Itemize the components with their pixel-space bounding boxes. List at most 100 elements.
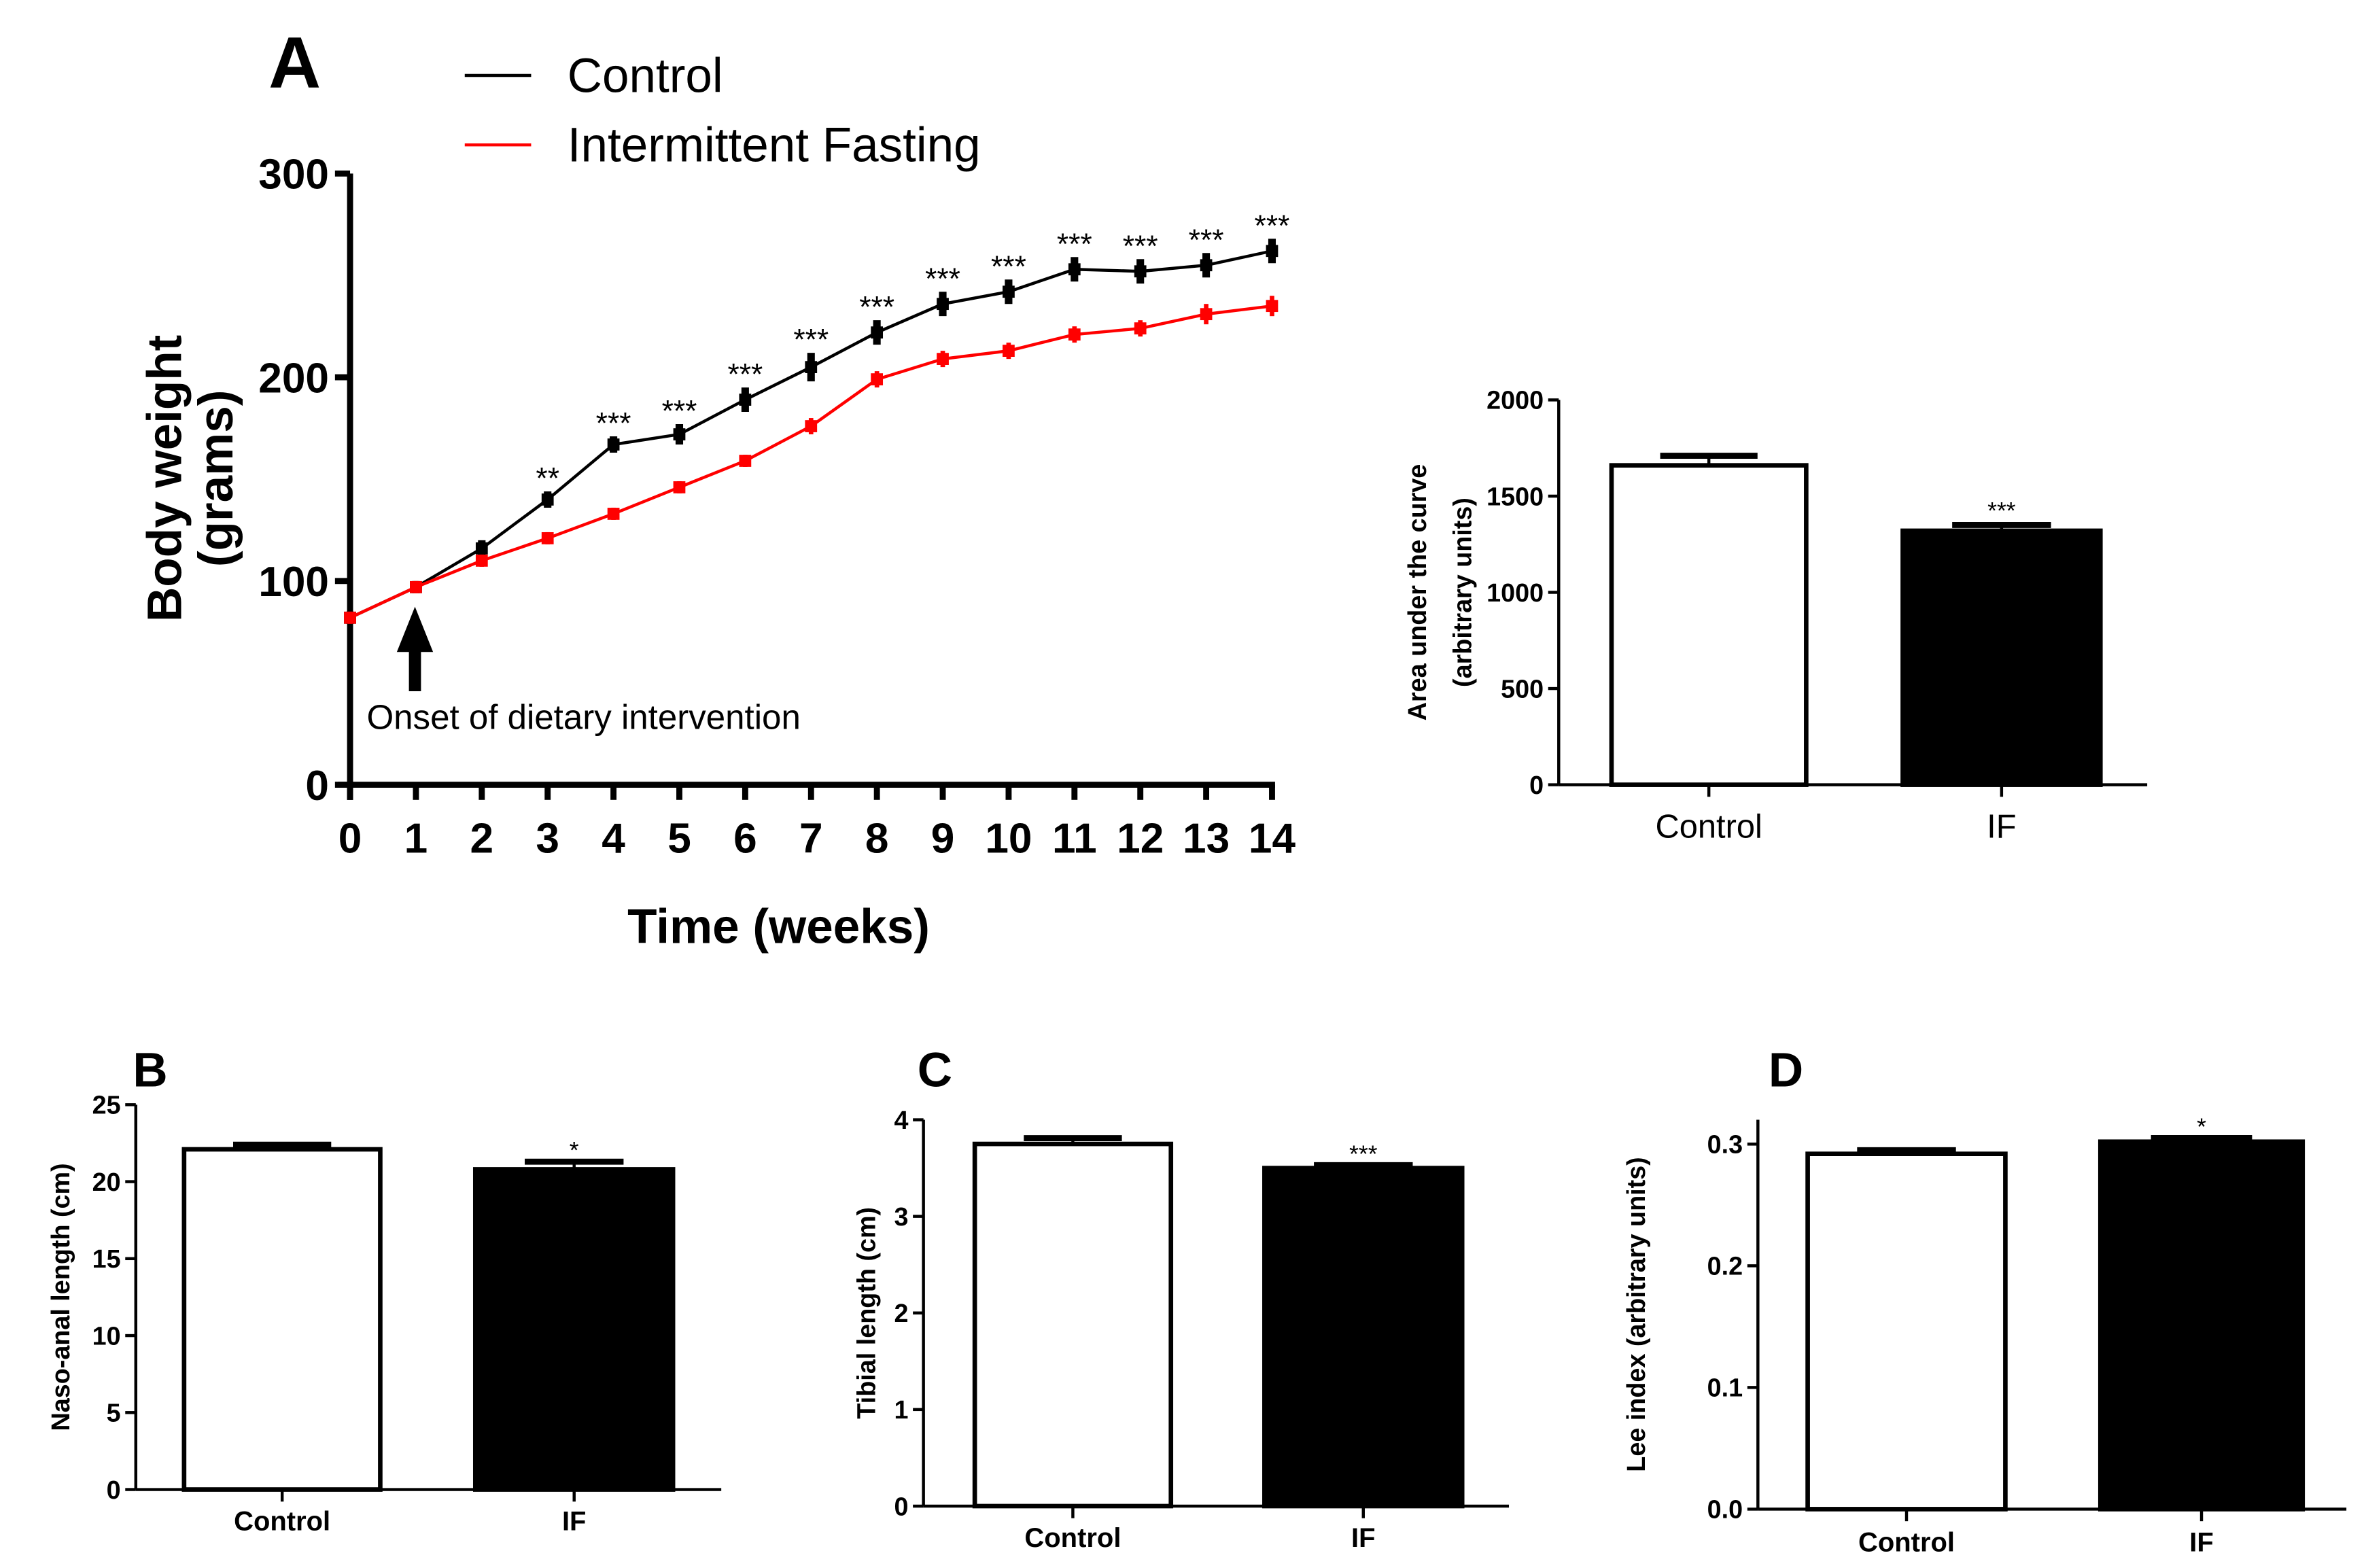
y-tick-label: 20: [92, 1168, 121, 1196]
x-tick-label: Control: [1858, 1528, 1955, 1558]
legend-label: Intermittent Fasting: [568, 119, 981, 173]
x-axis-title: Time (weeks): [627, 901, 930, 954]
data-point: [541, 493, 554, 506]
data-point: [805, 420, 818, 432]
panel-label-a: A: [268, 22, 321, 103]
data-point: [1134, 265, 1147, 278]
data-point: [607, 438, 620, 451]
x-tick-label: Control: [234, 1506, 330, 1536]
bar-if: [2098, 1139, 2306, 1512]
x-tick-label: 1: [404, 816, 428, 863]
data-point: [1266, 245, 1278, 258]
data-point: [541, 532, 554, 544]
y-tick-label: 1500: [1486, 482, 1544, 510]
data-point: [673, 481, 686, 493]
data-point: [739, 394, 752, 406]
y-tick-label: 300: [258, 152, 329, 198]
x-tick-label: IF: [562, 1506, 587, 1536]
data-point: [1266, 300, 1278, 313]
y-tick-label: 0: [894, 1492, 908, 1520]
significance-marker: *: [2197, 1113, 2206, 1140]
x-tick-label: 7: [799, 816, 823, 863]
significance-marker: ***: [991, 250, 1026, 283]
bar-control: [972, 1141, 1174, 1509]
y-axis-title-units: (grams): [190, 390, 243, 568]
data-point: [1134, 322, 1147, 335]
data-point: [1003, 345, 1015, 358]
y-tick-label: 5: [107, 1399, 121, 1427]
x-tick-label: Control: [1024, 1523, 1121, 1553]
y-tick-label: 4: [894, 1106, 908, 1134]
x-tick-label: IF: [2189, 1528, 2214, 1558]
y-tick-label: 2000: [1486, 386, 1544, 415]
y-tick-label: 2: [894, 1299, 908, 1327]
significance-marker: ***: [1349, 1140, 1378, 1168]
data-point: [475, 554, 488, 567]
y-tick-label: 15: [92, 1244, 121, 1273]
y-tick-label: 25: [92, 1091, 121, 1119]
y-axis-title: (arbitrary units): [1448, 498, 1477, 687]
significance-marker: ***: [1255, 209, 1290, 243]
significance-marker: ***: [596, 407, 631, 440]
bar-control: [181, 1147, 383, 1492]
data-point: [1200, 308, 1213, 321]
x-tick-label: 9: [931, 816, 955, 863]
data-point: [410, 580, 422, 593]
data-point: [805, 361, 818, 373]
x-tick-label: Control: [1655, 808, 1762, 845]
significance-marker: ***: [1057, 228, 1092, 261]
x-tick-label: 14: [1249, 816, 1296, 863]
panel-label-b: B: [133, 1044, 167, 1098]
data-point: [673, 428, 686, 440]
data-point: [1200, 259, 1213, 272]
annotation-text: Onset of dietary intervention: [366, 697, 800, 736]
bar-control: [1805, 1151, 2008, 1512]
y-tick-label: 200: [258, 355, 329, 402]
x-tick-label: 6: [733, 816, 757, 863]
y-tick-label: 0: [107, 1476, 121, 1504]
significance-marker: ***: [793, 324, 829, 357]
y-tick-label: 500: [1501, 674, 1544, 703]
significance-marker: ***: [1123, 230, 1158, 263]
y-axis-title: Tibial length (cm): [852, 1207, 881, 1419]
y-tick-label: 1000: [1486, 578, 1544, 607]
x-tick-label: 5: [667, 816, 691, 863]
significance-marker: ***: [662, 395, 697, 428]
x-tick-label: 8: [865, 816, 889, 863]
y-tick-label: 0: [305, 763, 329, 809]
data-point: [739, 455, 752, 467]
y-tick-label: 0.0: [1707, 1495, 1743, 1524]
y-tick-label: 0.3: [1707, 1130, 1743, 1159]
significance-marker: *: [570, 1137, 579, 1164]
y-axis-title: Naso-anal length (cm): [46, 1163, 75, 1431]
significance-marker: ***: [859, 291, 894, 324]
y-tick-label: 10: [92, 1321, 121, 1350]
y-tick-label: 100: [258, 559, 329, 606]
x-tick-label: 0: [338, 816, 362, 863]
data-point: [937, 353, 949, 366]
bar-if: [472, 1167, 676, 1492]
x-tick-label: 3: [536, 816, 559, 863]
x-tick-label: IF: [1351, 1523, 1376, 1553]
data-point: [344, 611, 356, 624]
x-tick-label: 2: [470, 816, 494, 863]
y-axis-title: Area under the curve: [1403, 464, 1431, 721]
y-tick-label: 3: [894, 1202, 908, 1231]
x-tick-label: 10: [985, 816, 1032, 863]
y-tick-label: 1: [894, 1395, 908, 1424]
x-tick-label: 12: [1117, 816, 1164, 863]
arrow-icon: [396, 606, 434, 691]
panel-label-d: D: [1769, 1044, 1803, 1098]
y-tick-label: 0: [1529, 771, 1544, 799]
y-axis-title: Body weight: [138, 335, 192, 622]
bar-control: [1609, 463, 1809, 787]
bar-if: [1262, 1166, 1465, 1509]
data-point: [1003, 285, 1015, 298]
data-point: [475, 542, 488, 555]
data-point: [1068, 328, 1081, 341]
data-point: [937, 298, 949, 311]
significance-marker: ***: [727, 358, 763, 391]
significance-marker: ***: [925, 262, 960, 296]
significance-marker: **: [536, 462, 559, 495]
